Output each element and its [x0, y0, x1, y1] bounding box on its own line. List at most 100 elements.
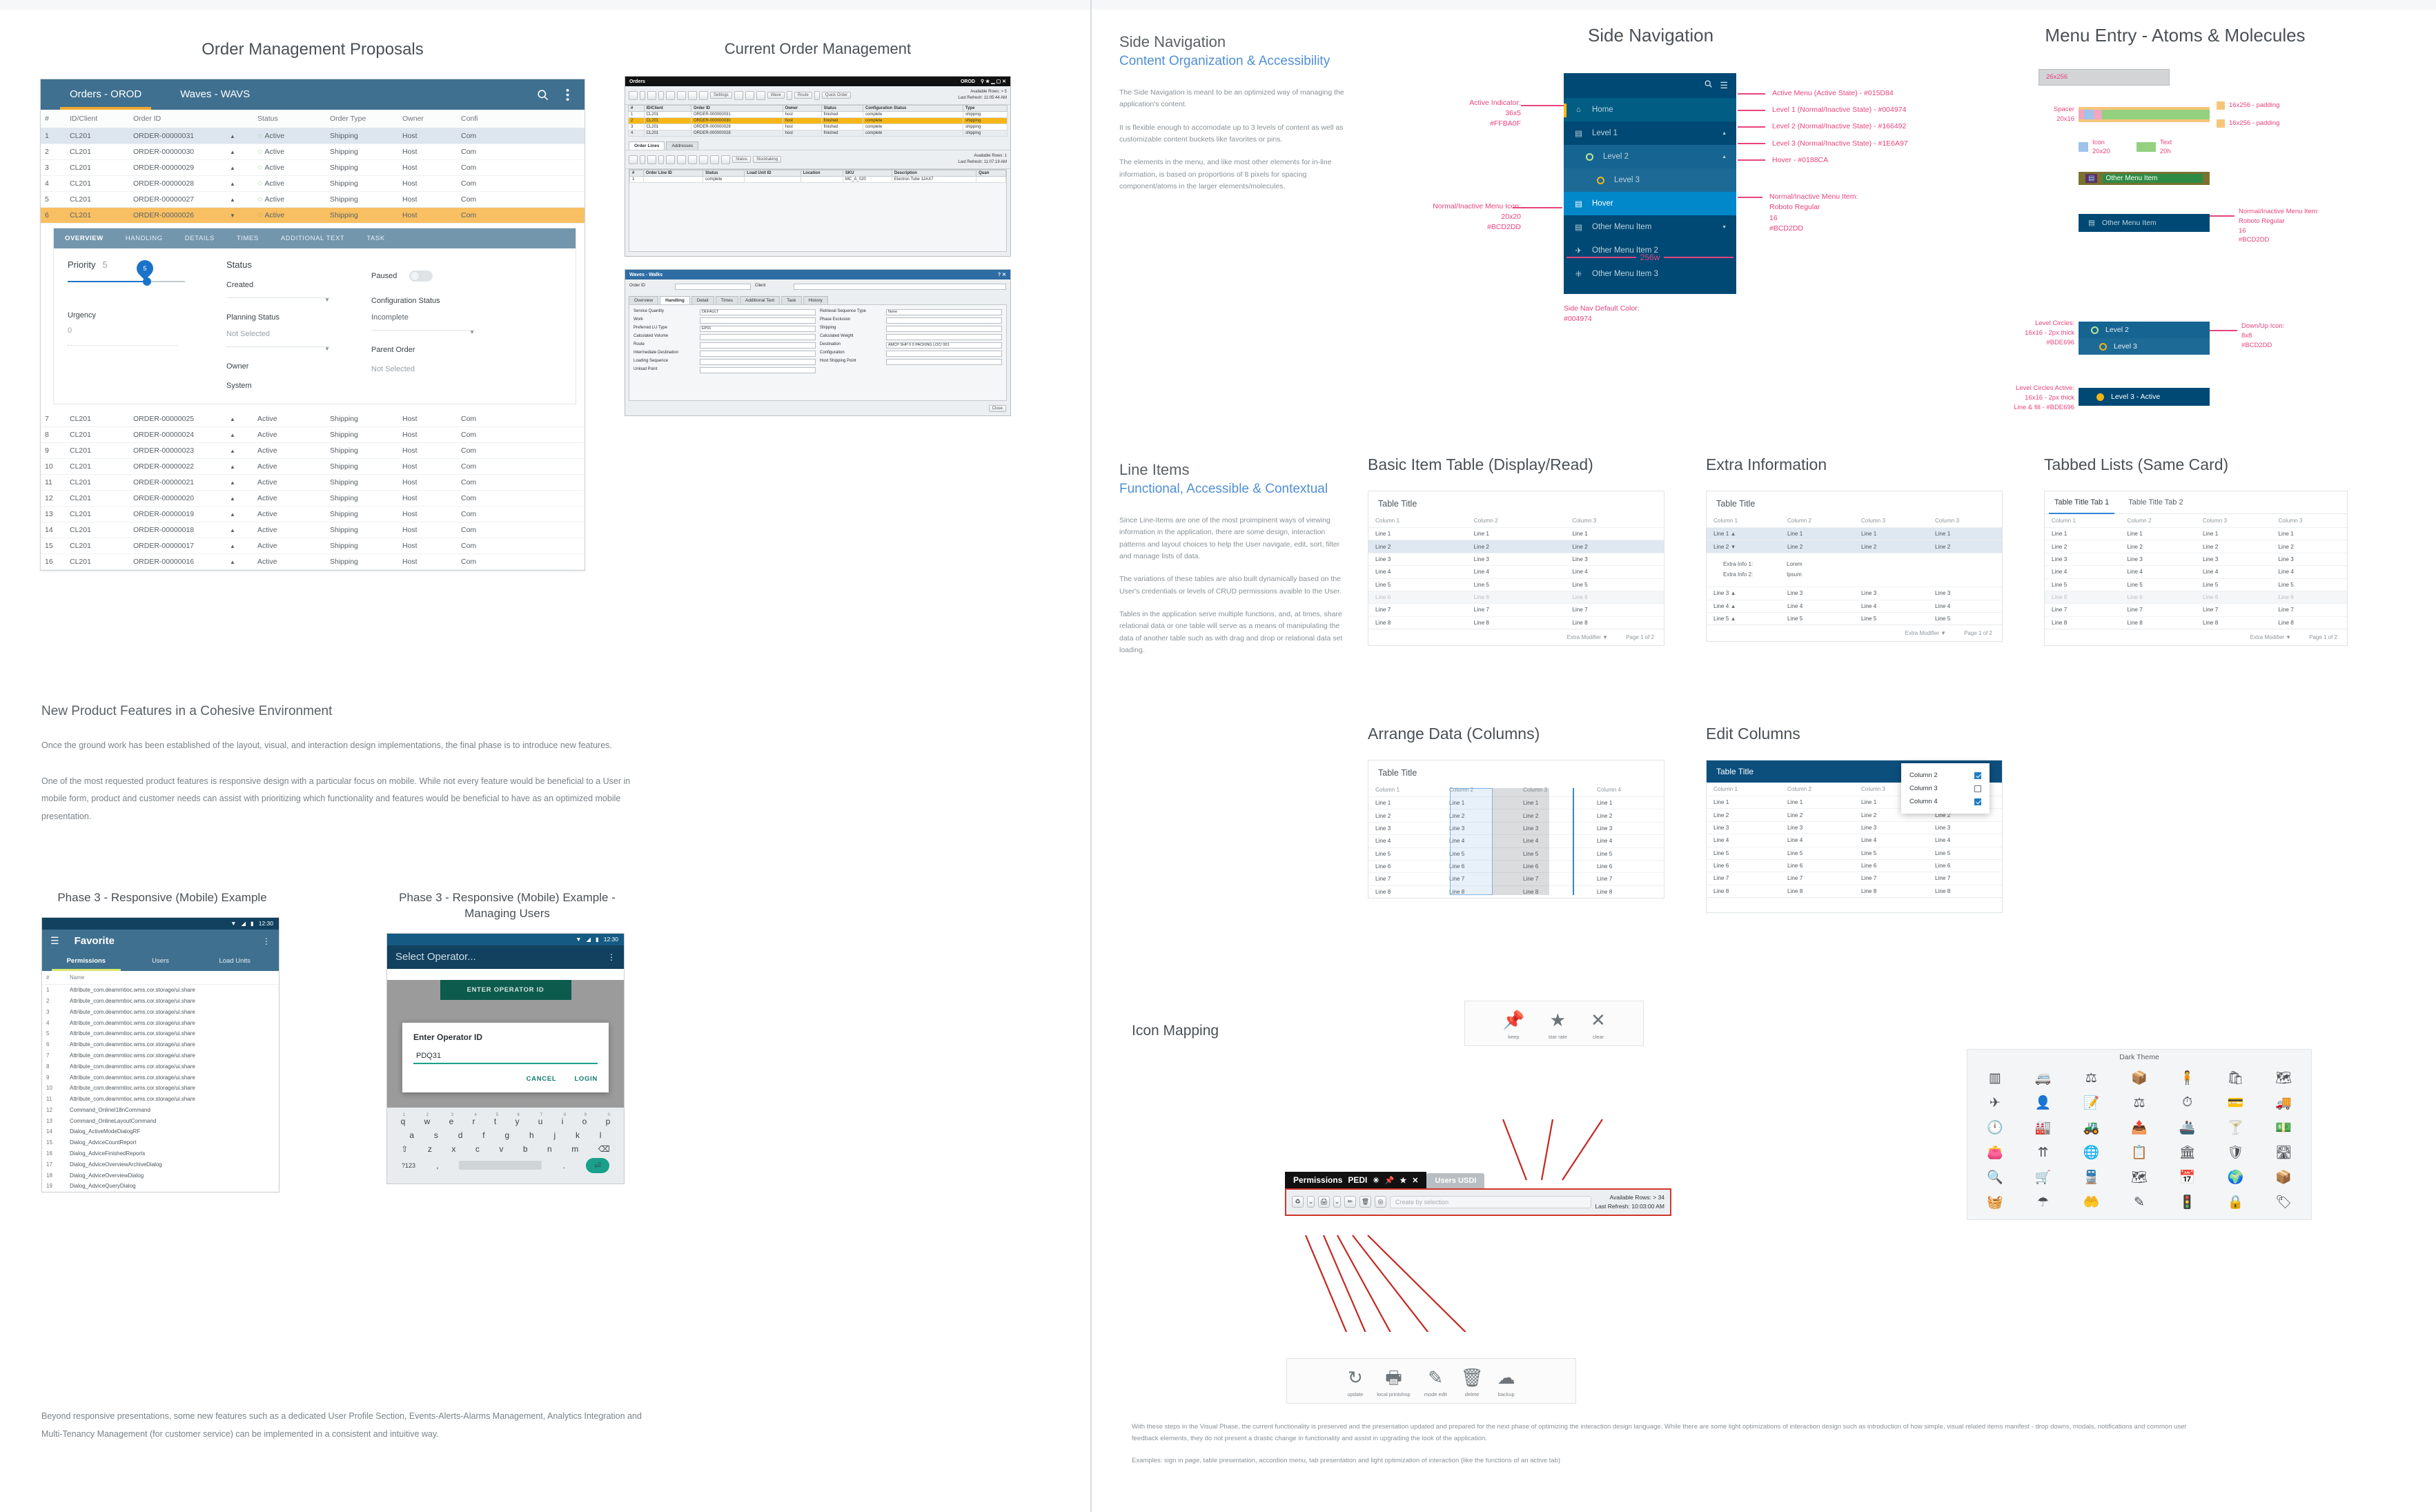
global-location-icon[interactable]: 🌐: [2083, 1146, 2100, 1160]
expand-caret-icon[interactable]: ▲: [1730, 590, 1736, 597]
legacy-line-col-2[interactable]: Status: [703, 170, 745, 177]
table-row[interactable]: Line 5 Line 5 Line 5 Line 5: [2045, 578, 2347, 591]
list-item[interactable]: 14 Dialog_ActiveModeDialogRF: [42, 1126, 279, 1137]
package-out-icon[interactable]: 📤: [2131, 1121, 2148, 1135]
modal-tab-4[interactable]: Additional Text: [739, 296, 780, 304]
table-row[interactable]: Line 7 Line 7 Line 7: [1368, 603, 1664, 617]
backup-icon[interactable]: [699, 155, 708, 164]
tab-waves[interactable]: Waves - WAVS: [180, 88, 251, 100]
legacy-line-col-5[interactable]: SKU: [842, 170, 892, 177]
sidenav-item-other-menu-item-2[interactable]: ✈ Other Menu Item 2: [1564, 239, 1736, 262]
table-row[interactable]: Line 4 Line 4 Line 4 Line 4: [1707, 834, 2002, 847]
modal-field-input-6[interactable]: [700, 334, 816, 340]
table-row[interactable]: Line 1 ▲ Line 1 Line 1 Line 1: [1707, 527, 2002, 540]
barcode-scanner-icon[interactable]: ▥: [1988, 1070, 2001, 1086]
detail-tab-5[interactable]: TASK: [366, 235, 385, 242]
shopping-bags-icon[interactable]: 🛍: [2227, 1071, 2244, 1086]
tab-addresses[interactable]: Addresses: [666, 141, 699, 150]
list-item[interactable]: 5 Attribute_com.deammtioc.wms.cor.storage…: [42, 1028, 279, 1039]
cargo-ship-icon[interactable]: 🚢: [2179, 1121, 2196, 1135]
table-row[interactable]: Line 3 Line 3 Line 3 Line 3: [2045, 552, 2347, 566]
list-item[interactable]: 3 Attribute_com.deammtioc.wms.cor.storage…: [42, 1007, 279, 1018]
table-row[interactable]: 15 CL201 ORDER-00000017 ▲ Active Shipping Host…: [41, 538, 585, 554]
expand-caret-icon[interactable]: ▲: [226, 538, 253, 554]
extra-col-1[interactable]: Column 2: [1787, 518, 1812, 524]
table-row[interactable]: Line 4 Line 4 Line 4 Line 4: [1368, 834, 1664, 847]
table-row[interactable]: Line 3 Line 3 Line 3 Line 3: [1707, 821, 2002, 834]
close-icon[interactable]: ✕: [1412, 1176, 1419, 1185]
expand-caret-icon[interactable]: ▲: [226, 191, 253, 208]
modal-field-input-12[interactable]: [700, 359, 816, 365]
legacy-col-3[interactable]: Owner: [782, 105, 822, 112]
table-row[interactable]: 4 CL201 ORDER-00000028 ▲ ◌ Active Shipping Host…: [41, 175, 585, 192]
col-conf[interactable]: Confi: [457, 110, 585, 128]
push-pin-icon[interactable]: 📌: [1384, 1176, 1395, 1185]
table-row[interactable]: 13 CL201 ORDER-00000019 ▲ Active Shipping Host…: [41, 506, 585, 522]
more-vertical-icon[interactable]: ⋮: [607, 952, 616, 962]
enter-operator-id-button[interactable]: ENTER OPERATOR ID: [440, 979, 571, 1000]
table-row[interactable]: Line 5 ▲ Line 5 Line 5 Line 5: [1707, 611, 2002, 625]
modal-field-input-9[interactable]: AMCP SHP 0 0 PACKING LOC/ 001: [886, 342, 1002, 348]
expand-caret-icon[interactable]: ▼: [226, 207, 253, 224]
table-row[interactable]: Line 8 Line 8 Line 8 Line 8: [2045, 616, 2347, 629]
legacy-line-col-6[interactable]: Description: [891, 170, 977, 177]
table-row[interactable]: Line 6 Line 6 Line 6: [1368, 590, 1664, 604]
expand-caret-icon[interactable]: ▲: [226, 144, 253, 160]
col-status[interactable]: Status: [253, 110, 326, 128]
key-c[interactable]: c: [475, 1143, 480, 1154]
table-row[interactable]: 2 CL201 ORDER-00000030 ▲ ◌ Active Shipping Host…: [41, 144, 585, 160]
route-button[interactable]: Route: [794, 92, 812, 99]
stop-icon[interactable]: [710, 155, 719, 164]
list-item[interactable]: 17 Dialog_AdviceOverviewArchiveDialog: [42, 1159, 279, 1170]
hamburger-icon[interactable]: ☰: [1720, 80, 1728, 90]
new-icon[interactable]: [677, 90, 686, 100]
sidenav-item-level-3[interactable]: Level 3: [1564, 168, 1736, 192]
new-icon[interactable]: [677, 155, 686, 164]
mobile-tab-1[interactable]: Users: [152, 956, 169, 965]
table-row[interactable]: 9 CL201 ORDER-00000023 ▲ Active Shipping Host C…: [41, 442, 585, 459]
fragile-icon[interactable]: 🍸: [2227, 1121, 2244, 1135]
star-icon[interactable]: ★ star rate: [1549, 1011, 1568, 1040]
extra-col-2[interactable]: Column 3: [1861, 518, 1886, 524]
table-row[interactable]: 5 CL201 ORDER-00000027 ▲ ◌ Active Shipping Host…: [41, 191, 585, 208]
modal-tab-3[interactable]: Times: [715, 296, 738, 304]
paused-toggle[interactable]: [409, 271, 433, 282]
arrange-col-1[interactable]: Column 2: [1449, 787, 1474, 793]
table-row[interactable]: 8 CL201 ORDER-00000024 ▲ Active Shipping Host C…: [41, 426, 585, 443]
quick-order-button[interactable]: Quick Order: [821, 92, 852, 99]
legacy-col-2[interactable]: Order ID: [691, 105, 783, 112]
extra-col-3[interactable]: Column 3: [1935, 518, 1960, 524]
more-vertical-icon[interactable]: ⋮: [262, 936, 271, 946]
window-controls-icon[interactable]: ⚲ ★ ▁ ▢ ✕: [980, 79, 1006, 84]
24h-support-icon[interactable]: 🕛: [1987, 1121, 2003, 1135]
list-item[interactable]: 16 Dialog_AdviceFinishedReports: [42, 1148, 279, 1159]
level2-row[interactable]: Level 2: [2079, 322, 2210, 338]
table-row[interactable]: 14 CL201 ORDER-00000018 ▲ Active Shipping Host…: [41, 522, 585, 538]
mobile-tab-0[interactable]: Permissions: [49, 953, 124, 971]
extra-modifier-dropdown[interactable]: Extra Modifier ▼: [2250, 634, 2292, 640]
key-h[interactable]: h: [529, 1130, 534, 1140]
legacy-line-col-1[interactable]: Order Line ID: [642, 170, 704, 177]
detail-tab-3[interactable]: TIMES: [236, 235, 259, 242]
editcols-col-1[interactable]: Column 2: [1787, 786, 1812, 792]
backspace-key[interactable]: ⌫: [598, 1143, 610, 1154]
traffic-light-icon[interactable]: 🚦: [2179, 1195, 2196, 1210]
arrange-col-2[interactable]: Column 3: [1523, 787, 1548, 793]
person-icon[interactable]: 👤: [2034, 1096, 2052, 1110]
table-row[interactable]: 1 complete MC_A_020 Electron Tube 12AX7: [629, 176, 1006, 183]
expand-caret-icon[interactable]: ▲: [226, 128, 253, 144]
pen-icon[interactable]: ✎: [2134, 1195, 2145, 1210]
key-b[interactable]: b: [522, 1143, 528, 1154]
expand-caret-icon[interactable]: ▲: [226, 458, 253, 475]
modal-field-input-5[interactable]: [886, 326, 1002, 332]
this-way-up-icon[interactable]: ⇈: [2037, 1145, 2049, 1160]
list-item[interactable]: 10 Attribute_com.deammtioc.wms.cor.storag…: [42, 1083, 279, 1094]
operator-id-input[interactable]: PDQ31: [413, 1052, 598, 1064]
modal-tab-6[interactable]: History: [803, 296, 828, 304]
level3-row[interactable]: Level 3: [2079, 338, 2210, 355]
